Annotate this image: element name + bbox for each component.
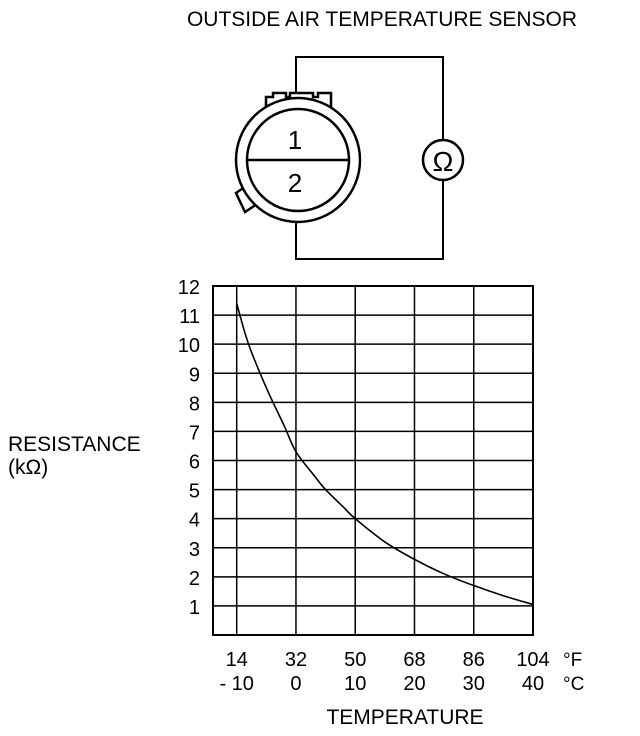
x-tick-label-c: 0 bbox=[290, 673, 301, 695]
x-tick-label-f: 32 bbox=[285, 649, 307, 671]
x-tick-label-f: 50 bbox=[344, 649, 366, 671]
y-tick-label: 10 bbox=[178, 335, 200, 357]
pin-1-label: 1 bbox=[288, 125, 302, 155]
pin-2-label: 2 bbox=[288, 168, 302, 198]
x-tick-label-c: 40 bbox=[522, 673, 544, 695]
y-tick-label: 11 bbox=[179, 306, 200, 328]
y-tick-label: 3 bbox=[189, 539, 200, 561]
y-tick-label: 8 bbox=[189, 393, 200, 415]
sensor-connector: 1 2 bbox=[234, 91, 362, 224]
y-tick-label: 4 bbox=[189, 510, 200, 532]
x-tick-label-c: 30 bbox=[463, 673, 485, 695]
unit-fahrenheit: °F bbox=[563, 650, 582, 671]
resistance-curve bbox=[235, 303, 534, 606]
chart-frame bbox=[212, 285, 534, 636]
y-tick-label: 6 bbox=[189, 452, 200, 474]
y-tick-label: 12 bbox=[178, 277, 200, 299]
y-tick-label: 5 bbox=[189, 481, 200, 503]
y-axis-ticks: 12 11 10 9 8 7 6 5 4 3 2 1 bbox=[178, 277, 200, 619]
x-tick-label-c: 10 bbox=[344, 673, 366, 695]
y-tick-label: 2 bbox=[189, 568, 200, 590]
test-circuit bbox=[295, 56, 444, 260]
unit-celsius: °C bbox=[563, 674, 584, 695]
diagram-title: OUTSIDE AIR TEMPERATURE SENSOR bbox=[187, 8, 577, 31]
x-tick-label-c: 20 bbox=[403, 673, 425, 695]
ohm-symbol: Ω bbox=[433, 146, 454, 177]
connector-side-tab bbox=[234, 184, 258, 214]
x-tick-label-f: 14 bbox=[226, 649, 248, 671]
x-axis-ticks-celsius: - 10 0 10 20 30 40 bbox=[219, 673, 544, 695]
y-axis-label: RESISTANCE bbox=[8, 433, 141, 456]
x-tick-label-c: - 10 bbox=[219, 673, 253, 695]
y-tick-label: 7 bbox=[189, 422, 200, 444]
ohmmeter-circle bbox=[421, 138, 465, 182]
x-axis-label: TEMPERATURE bbox=[326, 706, 483, 729]
x-tick-label-f: 68 bbox=[403, 649, 425, 671]
y-axis-unit: (kΩ) bbox=[8, 456, 48, 479]
chart-grid bbox=[213, 286, 533, 635]
x-tick-label-f: 104 bbox=[516, 649, 549, 671]
x-tick-label-f: 86 bbox=[463, 649, 485, 671]
y-tick-label: 1 bbox=[189, 597, 200, 619]
wire-top bbox=[295, 56, 444, 140]
wire-bottom bbox=[295, 180, 444, 260]
x-axis-ticks-fahrenheit: 14 32 50 68 86 104 bbox=[226, 649, 550, 671]
ohmmeter: Ω bbox=[421, 138, 465, 182]
y-tick-label: 9 bbox=[189, 364, 200, 386]
